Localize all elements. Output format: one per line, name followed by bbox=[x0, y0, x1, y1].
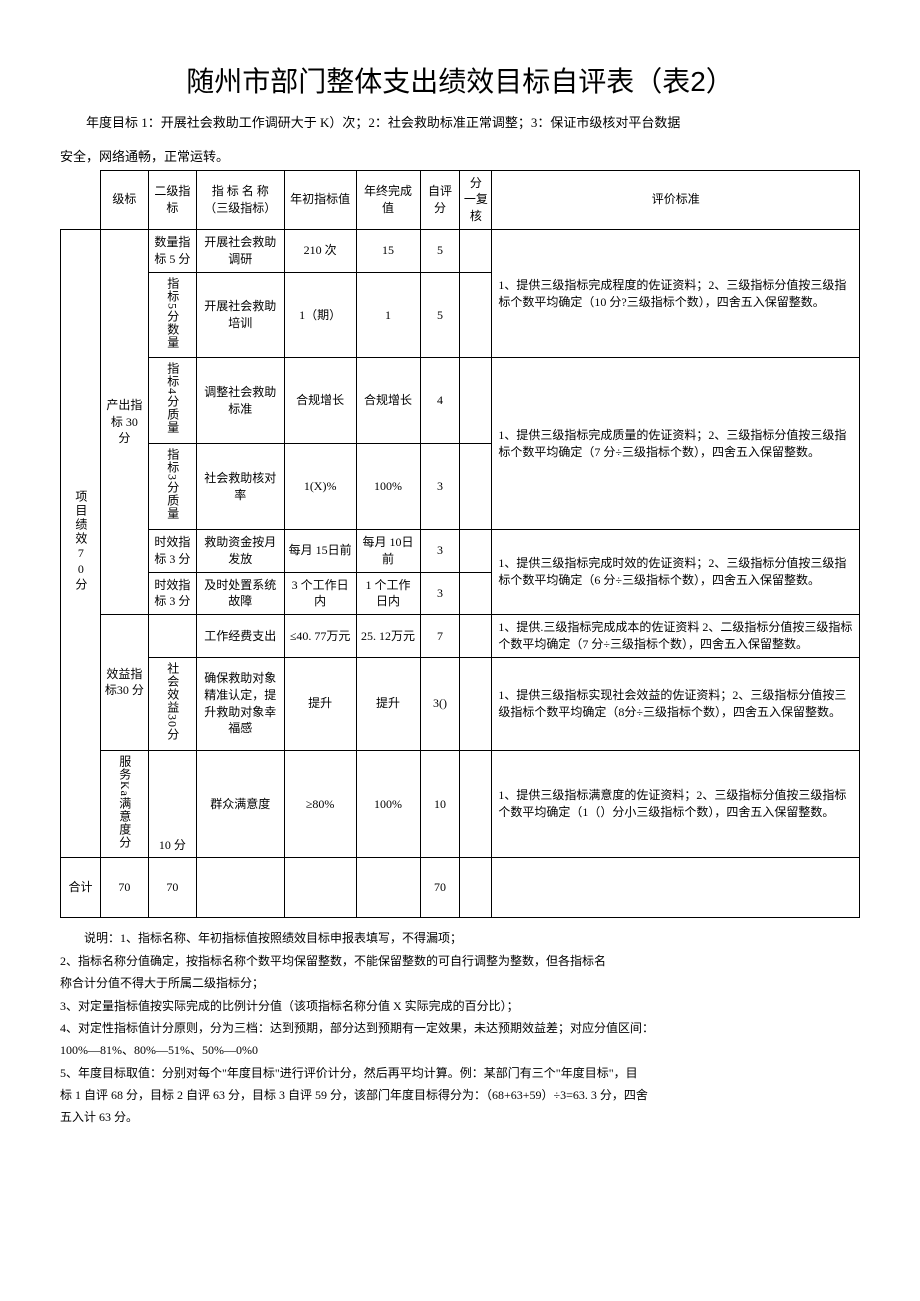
cell-score: 3 bbox=[420, 529, 460, 572]
cell-final: 每月 10日前 bbox=[356, 529, 420, 572]
cell-score: 5 bbox=[420, 229, 460, 272]
note-5a: 5、年度目标取值：分别对每个"年度目标"进行评价计分，然后再平均计算。例：某部门… bbox=[60, 1063, 860, 1083]
cell-init: ≥80% bbox=[284, 750, 356, 858]
hdr-final: 年终完成值 bbox=[356, 170, 420, 229]
hdr-indicator-name: 指 标 名 称（三级指标） bbox=[196, 170, 284, 229]
note-5c: 五入计 63 分。 bbox=[60, 1107, 860, 1127]
cell-init: 210 次 bbox=[284, 229, 356, 272]
cell-final: 100% bbox=[356, 444, 420, 530]
note-2a: 2、指标名称分值确定，按指标名称个数平均保留整数，不能保留整数的可自行调整为整数… bbox=[60, 951, 860, 971]
note-4b: 100%—81%、80%—51%、50%—0%0 bbox=[60, 1040, 860, 1060]
cell-name: 开展社会救助调研 bbox=[196, 229, 284, 272]
table-row: 效益指标30 分 工作经费支出 ≤40. 77万元 25. 12万元 7 1、提… bbox=[61, 615, 860, 658]
table-total-row: 合计 70 70 70 bbox=[61, 858, 860, 918]
criteria-4: 1、提供.三级指标完成成本的佐证资料 2、二级指标分值按三级指标个数平均确定（7… bbox=[492, 615, 860, 658]
criteria-3: 1、提供三级指标完成时效的佐证资料；2、三级指标分值按三级指标个数平均确定（6 … bbox=[492, 529, 860, 614]
criteria-5: 1、提供三级指标实现社会效益的佐证资料；2、三级指标分值按三级指标个数平均确定（… bbox=[492, 657, 860, 750]
cell-final: 合规增长 bbox=[356, 358, 420, 444]
cell-score: 3() bbox=[420, 657, 460, 750]
table-row: 时效指标 3 分 救助资金按月发放 每月 15日前 每月 10日前 3 1、提供… bbox=[61, 529, 860, 572]
cell-name: 确保救助对象精准认定，提升救助对象幸福感 bbox=[196, 657, 284, 750]
cell-final: 1 个工作日内 bbox=[356, 572, 420, 615]
cell-name: 工作经费支出 bbox=[196, 615, 284, 658]
cell-init: 1(X)% bbox=[284, 444, 356, 530]
intro-line-1: 年度目标 1：开展社会救助工作调研大于 K）次；2：社会救助标准正常调整；3：保… bbox=[60, 113, 860, 134]
cell-score: 4 bbox=[420, 358, 460, 444]
criteria-6: 1、提供三级指标满意度的佐证资料；2、三级指标分值按三级指标个数平均确定（1（）… bbox=[492, 750, 860, 858]
sub-satisf-tail: 10 分 bbox=[148, 750, 196, 858]
criteria-2: 1、提供三级指标完成质量的佐证资料；2、三级指标分值按三级指标个数平均确定（7 … bbox=[492, 358, 860, 530]
table-row: 指标4分质量 调整社会救助标准 合规增长 合规增长 4 1、提供三级指标完成质量… bbox=[61, 358, 860, 444]
group-benefit: 效益指标30 分 bbox=[100, 615, 148, 750]
sub-satisf: 服务Ka满意度分 bbox=[100, 750, 148, 858]
note-1: 说明：1、指标名称、年初指标值按照绩效目标申报表填写，不得漏项； bbox=[60, 928, 860, 948]
cell-init: 3 个工作日内 bbox=[284, 572, 356, 615]
evaluation-table: 级标 二级指标 指 标 名 称（三级指标） 年初指标值 年终完成值 自评分 分 … bbox=[60, 170, 860, 919]
cell-name: 社会救助核对率 bbox=[196, 444, 284, 530]
cell-init: 1（期） bbox=[284, 272, 356, 358]
total-v2: 70 bbox=[148, 858, 196, 918]
cell-name: 调整社会救助标准 bbox=[196, 358, 284, 444]
cell-final: 15 bbox=[356, 229, 420, 272]
cell-init: 合规增长 bbox=[284, 358, 356, 444]
cell-name: 开展社会救助培训 bbox=[196, 272, 284, 358]
note-4: 4、对定性指标值计分原则，分为三档：达到预期，部分达到预期有一定效果，未达预期效… bbox=[60, 1018, 860, 1038]
page-title: 随州市部门整体支出绩效目标自评表（表2） bbox=[60, 60, 860, 100]
note-5b: 标 1 自评 68 分，目标 2 自评 63 分，目标 3 自评 59 分，该部… bbox=[60, 1085, 860, 1105]
hdr-init: 年初指标值 bbox=[284, 170, 356, 229]
cell-final: 提升 bbox=[356, 657, 420, 750]
cell-init: ≤40. 77万元 bbox=[284, 615, 356, 658]
cell-score: 5 bbox=[420, 272, 460, 358]
note-3: 3、对定量指标值按实际完成的比例计分值（该项指标名称分值 X 实际完成的百分比）… bbox=[60, 996, 860, 1016]
section-label: 项目绩效70分 bbox=[61, 229, 101, 857]
cell-score: 10 bbox=[420, 750, 460, 858]
hdr-criteria: 评价标准 bbox=[492, 170, 860, 229]
hdr-self-score: 自评分 bbox=[420, 170, 460, 229]
cell-final: 25. 12万元 bbox=[356, 615, 420, 658]
group-output: 产出指标 30 分 bbox=[100, 229, 148, 614]
cell-init: 每月 15日前 bbox=[284, 529, 356, 572]
total-v1: 70 bbox=[100, 858, 148, 918]
hdr-level: 级标 bbox=[100, 170, 148, 229]
table-header-row: 级标 二级指标 指 标 名 称（三级指标） 年初指标值 年终完成值 自评分 分 … bbox=[61, 170, 860, 229]
notes-section: 说明：1、指标名称、年初指标值按照绩效目标申报表填写，不得漏项； 2、指标名称分… bbox=[60, 928, 860, 1128]
criteria-1: 1、提供三级指标完成程度的佐证资料；2、三级指标分值按三级指标个数平均确定（10… bbox=[492, 229, 860, 357]
hdr-second: 二级指标 bbox=[148, 170, 196, 229]
cell-score: 3 bbox=[420, 444, 460, 530]
cell-score: 7 bbox=[420, 615, 460, 658]
cell-name: 救助资金按月发放 bbox=[196, 529, 284, 572]
table-row: 项目绩效70分 产出指标 30 分 数量指标 5 分 开展社会救助调研 210 … bbox=[61, 229, 860, 272]
cell-init: 提升 bbox=[284, 657, 356, 750]
sub-qty5v: 指标5分数量 bbox=[148, 272, 196, 358]
cell-name: 及时处置系统故障 bbox=[196, 572, 284, 615]
sub-qty5: 数量指标 5 分 bbox=[148, 229, 196, 272]
cell-score: 3 bbox=[420, 572, 460, 615]
sub-time3a: 时效指标 3 分 bbox=[148, 529, 196, 572]
intro-line-2: 安全，网络通畅，正常运转。 bbox=[60, 147, 860, 168]
total-label: 合计 bbox=[61, 858, 101, 918]
sub-social30: 社会效益30分 bbox=[148, 657, 196, 750]
total-score: 70 bbox=[420, 858, 460, 918]
cell-final: 100% bbox=[356, 750, 420, 858]
table-row: 社会效益30分 确保救助对象精准认定，提升救助对象幸福感 提升 提升 3() 1… bbox=[61, 657, 860, 750]
sub-time3b: 时效指标 3 分 bbox=[148, 572, 196, 615]
cell-name: 群众满意度 bbox=[196, 750, 284, 858]
hdr-review: 分 一复 核 bbox=[460, 170, 492, 229]
note-2b: 称合计分值不得大于所属二级指标分； bbox=[60, 973, 860, 993]
table-row: 服务Ka满意度分 10 分 群众满意度 ≥80% 100% 10 1、提供三级指… bbox=[61, 750, 860, 858]
sub-qual4: 指标4分质量 bbox=[148, 358, 196, 444]
cell-final: 1 bbox=[356, 272, 420, 358]
sub-qual3: 指标3分质量 bbox=[148, 444, 196, 530]
